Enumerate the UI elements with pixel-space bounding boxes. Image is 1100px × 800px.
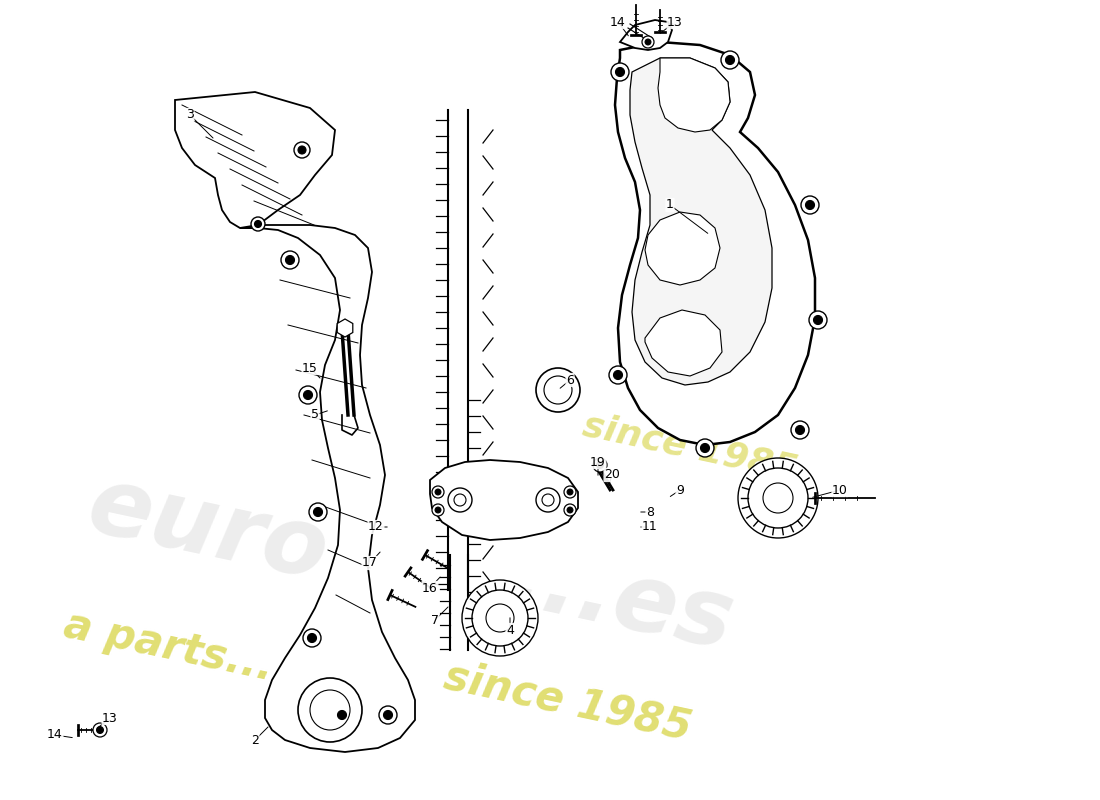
Polygon shape [645, 212, 720, 285]
Text: 4: 4 [506, 623, 514, 637]
Circle shape [280, 251, 299, 269]
Text: 14: 14 [610, 15, 626, 29]
Text: 8: 8 [646, 506, 654, 518]
Circle shape [308, 634, 317, 642]
Text: 6: 6 [566, 374, 574, 386]
Polygon shape [620, 20, 672, 50]
Circle shape [726, 55, 735, 65]
Text: 20: 20 [604, 469, 620, 482]
Polygon shape [645, 310, 722, 376]
Circle shape [448, 488, 472, 512]
Circle shape [299, 386, 317, 404]
Circle shape [254, 221, 262, 227]
Text: since 1985: since 1985 [440, 655, 695, 749]
Circle shape [454, 494, 466, 506]
Circle shape [791, 421, 808, 439]
Circle shape [720, 51, 739, 69]
Text: 14: 14 [47, 729, 63, 742]
Circle shape [97, 726, 103, 734]
Text: 11: 11 [642, 521, 658, 534]
Text: 19: 19 [590, 455, 606, 469]
Text: 5: 5 [311, 409, 319, 422]
Circle shape [596, 462, 604, 469]
Text: since 1985: since 1985 [580, 408, 801, 487]
Circle shape [251, 217, 265, 231]
Text: euro: euro [80, 459, 337, 600]
Text: 9: 9 [676, 483, 684, 497]
Circle shape [805, 201, 814, 210]
Circle shape [434, 489, 441, 495]
Text: 15: 15 [302, 362, 318, 374]
Circle shape [642, 36, 654, 48]
Circle shape [609, 366, 627, 384]
Circle shape [298, 678, 362, 742]
Circle shape [593, 458, 607, 472]
Circle shape [808, 311, 827, 329]
Circle shape [314, 507, 322, 517]
Polygon shape [615, 42, 815, 445]
Circle shape [536, 488, 560, 512]
Text: 12: 12 [368, 521, 384, 534]
Polygon shape [658, 58, 730, 132]
Circle shape [801, 196, 820, 214]
Circle shape [645, 39, 651, 45]
Text: 10: 10 [832, 483, 848, 497]
Circle shape [486, 604, 514, 632]
Circle shape [94, 723, 107, 737]
Text: 16: 16 [422, 582, 438, 594]
Circle shape [616, 67, 625, 77]
Circle shape [701, 443, 710, 453]
Circle shape [544, 376, 572, 404]
Circle shape [432, 504, 444, 516]
Polygon shape [630, 58, 772, 385]
Circle shape [309, 503, 327, 521]
Circle shape [566, 507, 573, 513]
Text: 2: 2 [251, 734, 258, 746]
Text: ...es: ...es [500, 533, 742, 670]
Text: 13: 13 [102, 711, 118, 725]
Circle shape [302, 629, 321, 647]
Circle shape [432, 486, 444, 498]
Circle shape [379, 706, 397, 724]
Circle shape [333, 706, 351, 724]
Circle shape [434, 507, 441, 513]
Circle shape [298, 146, 306, 154]
Circle shape [564, 486, 576, 498]
Text: 3: 3 [186, 109, 194, 122]
Circle shape [814, 315, 823, 325]
Text: a parts...: a parts... [60, 603, 277, 689]
Text: 13: 13 [667, 15, 683, 29]
Circle shape [696, 439, 714, 457]
Circle shape [472, 590, 528, 646]
Circle shape [384, 710, 393, 719]
Circle shape [614, 370, 623, 379]
Text: 17: 17 [362, 557, 378, 570]
Polygon shape [430, 460, 578, 540]
Circle shape [795, 426, 804, 434]
Circle shape [304, 390, 312, 399]
Circle shape [338, 710, 346, 719]
Circle shape [294, 142, 310, 158]
Text: 1: 1 [667, 198, 674, 211]
Circle shape [542, 494, 554, 506]
Circle shape [310, 690, 350, 730]
Circle shape [748, 468, 808, 528]
Circle shape [738, 458, 818, 538]
Circle shape [763, 483, 793, 513]
Circle shape [610, 63, 629, 81]
Circle shape [286, 255, 295, 265]
Circle shape [566, 489, 573, 495]
Circle shape [564, 504, 576, 516]
Polygon shape [175, 92, 336, 228]
Circle shape [462, 580, 538, 656]
Text: 7: 7 [431, 614, 439, 626]
Polygon shape [240, 225, 415, 752]
Circle shape [536, 368, 580, 412]
